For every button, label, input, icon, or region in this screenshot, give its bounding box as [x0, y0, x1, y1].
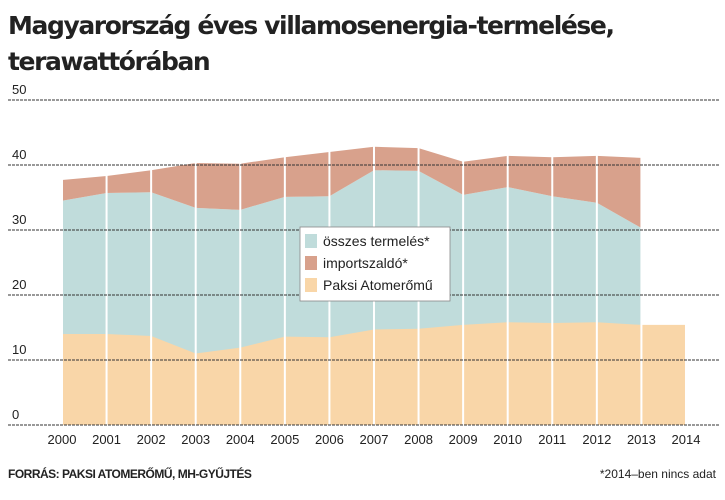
x-tick-label: 2008	[404, 432, 433, 447]
x-tick-label: 2014	[672, 432, 701, 447]
legend-swatch	[305, 234, 317, 248]
y-tick-label: 0	[12, 407, 19, 422]
legend-box	[299, 226, 451, 302]
x-tick-label: 2006	[315, 432, 344, 447]
y-tick-label: 30	[12, 212, 26, 227]
x-tick-label: 2003	[181, 432, 210, 447]
x-tick-label: 2012	[582, 432, 611, 447]
x-tick-label: 2004	[226, 432, 255, 447]
x-tick-label: 2000	[48, 432, 77, 447]
x-tick-label: 2005	[270, 432, 299, 447]
legend-swatch	[305, 278, 317, 292]
chart-title: Magyarország éves villamosenergia-termel…	[8, 11, 614, 40]
x-tick-label: 2011	[538, 432, 566, 447]
x-tick-label: 2010	[493, 432, 522, 447]
x-tick-label: 2013	[627, 432, 656, 447]
legend-swatch	[305, 256, 317, 270]
y-tick-label: 40	[12, 147, 26, 162]
legend-label: importszaldó*	[323, 255, 408, 271]
x-tick-label: 2001	[92, 432, 121, 447]
note: *2014–ben nincs adat	[600, 467, 717, 481]
y-tick-label: 10	[12, 342, 26, 357]
legend-label: összes termelés*	[323, 233, 430, 249]
source: FORRÁS: PAKSI ATOMERŐMŰ, MH-GYŰJTÉS	[8, 466, 252, 481]
y-tick-label: 50	[12, 82, 26, 97]
x-tick-label: 2009	[449, 432, 478, 447]
y-tick-label: 20	[12, 277, 26, 292]
chart-subtitle: terawattórában	[8, 47, 209, 76]
import-area	[62, 146, 642, 229]
x-tick-label: 2002	[137, 432, 166, 447]
legend-label: Paksi Atomerőmű	[323, 277, 433, 293]
x-tick-label: 2007	[360, 432, 389, 447]
